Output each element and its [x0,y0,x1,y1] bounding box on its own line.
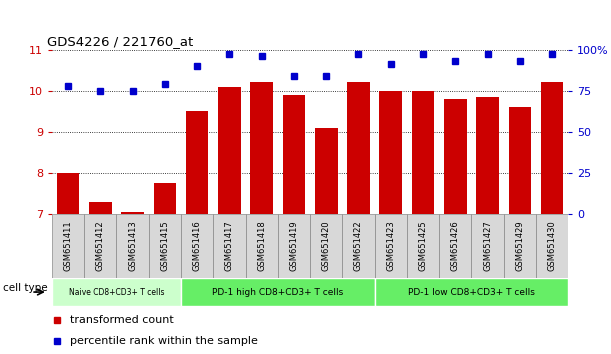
Text: Naive CD8+CD3+ T cells: Naive CD8+CD3+ T cells [68,287,164,297]
Bar [84,214,117,278]
Text: cell type: cell type [2,283,47,293]
Bar [536,214,568,278]
Bar [476,97,499,214]
Text: percentile rank within the sample: percentile rank within the sample [70,336,258,346]
Bar [503,214,536,278]
Bar [122,212,144,214]
Bar [181,278,375,306]
Text: GSM651422: GSM651422 [354,221,363,272]
Bar [412,91,434,214]
Text: GSM651427: GSM651427 [483,221,492,272]
Bar [117,214,148,278]
Bar [89,202,112,214]
Bar [439,214,472,278]
Text: PD-1 low CD8+CD3+ T cells: PD-1 low CD8+CD3+ T cells [408,287,535,297]
Bar [218,87,241,214]
Bar [251,82,273,214]
Bar [181,214,213,278]
Bar [186,111,208,214]
Text: GSM651429: GSM651429 [515,221,524,272]
Text: GSM651413: GSM651413 [128,221,137,272]
Text: GSM651426: GSM651426 [451,221,460,272]
Text: GSM651417: GSM651417 [225,221,234,272]
Bar [342,214,375,278]
Bar [472,214,503,278]
Bar [407,214,439,278]
Text: GSM651412: GSM651412 [96,221,105,272]
Text: transformed count: transformed count [70,315,174,325]
Bar [153,183,176,214]
Text: GSM651411: GSM651411 [64,221,73,272]
Text: GSM651418: GSM651418 [257,221,266,272]
Text: GSM651416: GSM651416 [192,221,202,272]
Bar [213,214,246,278]
Text: GSM651415: GSM651415 [160,221,169,272]
Text: GSM651419: GSM651419 [290,221,298,272]
Bar [148,214,181,278]
Text: GSM651425: GSM651425 [419,221,428,272]
Bar [508,107,531,214]
Bar [52,278,181,306]
Bar [283,95,306,214]
Bar [379,91,402,214]
Bar [375,278,568,306]
Bar [375,214,407,278]
Bar [315,128,337,214]
Bar [541,82,563,214]
Bar [310,214,342,278]
Text: PD-1 high CD8+CD3+ T cells: PD-1 high CD8+CD3+ T cells [212,287,343,297]
Text: GDS4226 / 221760_at: GDS4226 / 221760_at [47,35,193,48]
Text: GSM651430: GSM651430 [547,221,557,272]
Bar [52,214,84,278]
Bar [278,214,310,278]
Bar [444,99,467,214]
Text: GSM651423: GSM651423 [386,221,395,272]
Bar [246,214,278,278]
Bar [347,82,370,214]
Text: GSM651420: GSM651420 [322,221,331,272]
Bar [57,173,79,214]
